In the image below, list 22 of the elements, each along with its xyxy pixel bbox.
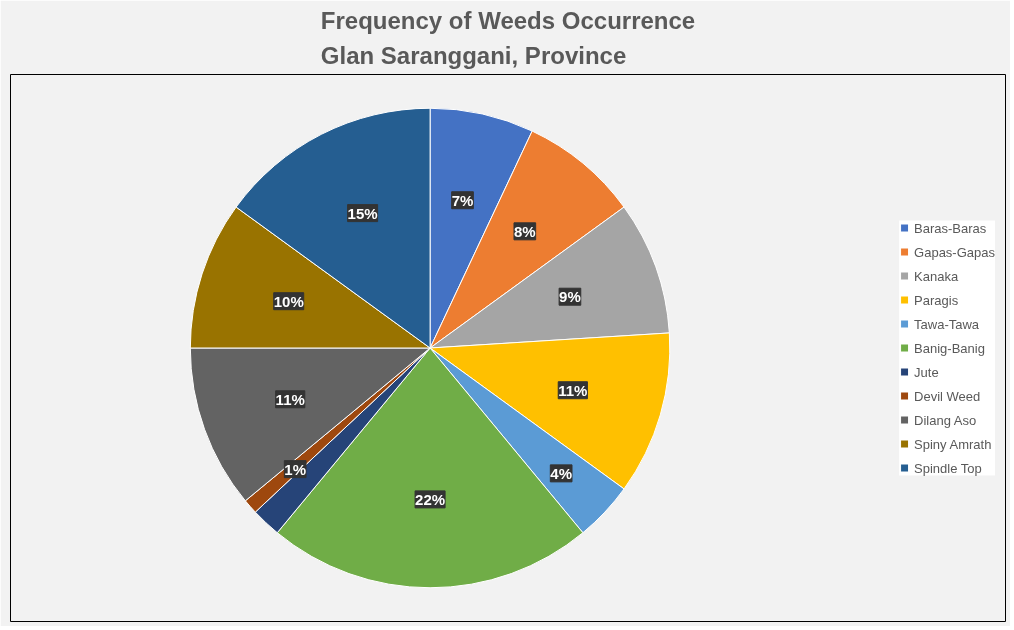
data-label: 15% (347, 204, 378, 222)
legend-label: Gapas-Gapas (914, 244, 995, 259)
data-label: 4% (550, 464, 573, 482)
legend-label: Banig-Banig (914, 340, 985, 355)
data-label: 7% (451, 191, 474, 209)
data-label: 9% (559, 288, 581, 306)
data-label: 11% (275, 390, 305, 408)
data-label: 1% (284, 460, 307, 478)
data-label: 22% (415, 490, 446, 508)
data-label: 11% (558, 381, 588, 399)
legend-label: Tawa-Tawa (914, 316, 980, 331)
data-label: 10% (273, 292, 304, 310)
data-label: 8% (513, 222, 536, 240)
legend-label: Paragis (914, 292, 959, 307)
chart-title: Frequency of Weeds Occurrence Glan Saranggani, Province (320, 7, 696, 70)
legend-label: Dilang Aso (914, 412, 977, 427)
legend-label: Devil Weed (914, 388, 981, 403)
legend-label: Kanaka (914, 268, 959, 283)
legend-label: Jute (914, 364, 939, 379)
legend-label: Baras-Baras (914, 220, 987, 235)
legend-label: Spiny Amrath (914, 436, 992, 451)
legend-label: Spindle Top (914, 460, 982, 475)
